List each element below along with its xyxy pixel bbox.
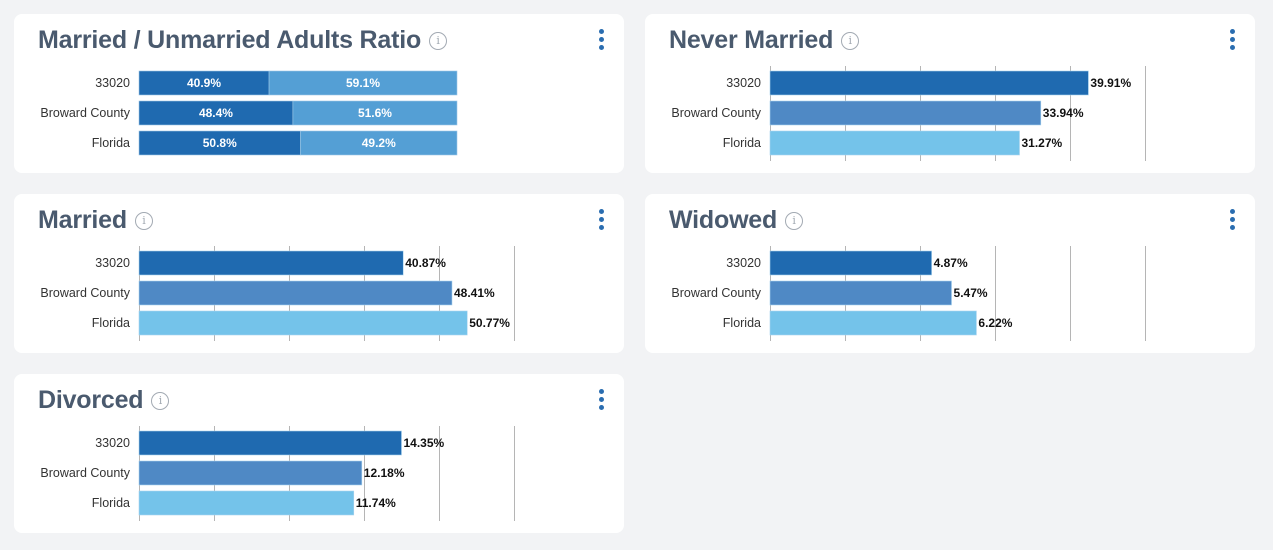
kebab-menu-icon[interactable] [1227,209,1237,233]
data-label: 48.41% [454,286,495,300]
card-title-text: Never Married [669,26,834,54]
data-label: 51.6% [358,106,392,120]
category-label: Florida [723,136,761,150]
card-title: Never Married i [669,26,860,55]
data-label: 12.18% [364,466,405,480]
bar-florida [769,130,1020,156]
info-icon[interactable]: i [151,391,170,410]
category-label: 33020 [95,436,130,450]
data-label: 49.2% [362,136,396,150]
data-label: 33.94% [1043,106,1084,120]
category-label: Florida [723,316,761,330]
card-title-text: Divorced [38,386,144,414]
bar-florida [138,310,468,336]
data-label: 59.1% [346,76,380,90]
data-label: 31.27% [1021,136,1062,150]
kebab-menu-icon[interactable] [596,389,606,413]
bar-33020 [769,70,1089,96]
chart-svg: 33020 Broward County Florida 14.35% 12.18% 11… [40,426,515,521]
bar-broward-county [138,460,363,486]
kebab-menu-icon[interactable] [1227,29,1237,53]
category-label: Broward County [40,466,130,480]
bar-33020 [138,430,402,456]
category-label: Florida [92,316,130,330]
data-label: 39.91% [1090,76,1131,90]
category-label: Florida [92,136,130,150]
data-label: 4.87% [934,256,968,270]
card-married: Married i 33020 Broward County Florida 40.8… [14,194,624,353]
info-icon[interactable]: i [785,211,804,230]
data-label: 6.22% [978,316,1012,330]
category-label: Florida [92,496,130,510]
kebab-menu-icon[interactable] [596,29,606,53]
bar-florida [138,490,355,516]
card-title-text: Married / Unmarried Adults Ratio [38,26,422,54]
card-widowed: Widowed i 33020 Broward County Florida 4.87… [645,194,1255,353]
category-label: 33020 [95,76,130,90]
card-title: Widowed i [669,206,804,235]
category-label: Broward County [671,286,761,300]
card-divorced: Divorced i 33020 Broward County Florida 14.… [14,374,624,533]
chart-widowed: 33020 Broward County Florida 4.87% 5.47% 6.22… [645,246,1255,346]
data-label: 40.87% [405,256,446,270]
info-icon[interactable]: i [134,211,153,230]
card-title: Married / Unmarried Adults Ratio i [38,26,448,55]
chart-svg: 33020 Broward County Florida 39.91% 33.94% 31… [671,66,1146,161]
data-label: 50.77% [469,316,510,330]
chart-divorced: 33020 Broward County Florida 14.35% 12.18% 11… [14,426,624,526]
chart-svg: 33020 Broward County Florida 40.87% 48.41% 50… [40,246,515,341]
category-label: 33020 [726,256,761,270]
chart-married-unmarried-ratio: 33020 Broward County Florida 40.9% 59.1% 48.4… [14,66,624,166]
bar-segment-married [138,70,270,96]
card-title: Married i [38,206,153,235]
data-label: 5.47% [954,286,988,300]
category-label: 33020 [95,256,130,270]
category-label: 33020 [726,76,761,90]
chart-married: 33020 Broward County Florida 40.87% 48.41% 50… [14,246,624,346]
chart-never-married: 33020 Broward County Florida 39.91% 33.94% 31… [645,66,1255,166]
info-icon[interactable]: i [429,31,448,50]
data-label: 50.8% [203,136,237,150]
card-title: Divorced i [38,386,170,415]
data-label: 40.9% [187,76,221,90]
data-label: 14.35% [404,436,445,450]
data-label: 11.74% [356,496,396,510]
kebab-menu-icon[interactable] [596,209,606,233]
bar-florida [769,310,977,336]
bar-segment-unmarried [300,130,458,156]
card-title-text: Widowed [669,206,778,234]
bar-segment-unmarried [268,70,458,96]
bar-broward-county [769,280,952,306]
data-label: 48.4% [199,106,233,120]
bar-segment-married [138,100,294,126]
bar-33020 [138,250,404,276]
category-label: Broward County [40,286,130,300]
card-never-married: Never Married i 33020 Broward County Flori… [645,14,1255,173]
category-label: Broward County [40,106,130,120]
bar-segment-married [138,130,301,156]
bar-segment-unmarried [292,100,458,126]
chart-svg: 33020 Broward County Florida 40.9% 59.1% 48.4… [40,70,458,156]
bar-33020 [769,250,932,276]
bar-broward-county [769,100,1042,126]
chart-svg: 33020 Broward County Florida 4.87% 5.47% 6.22… [671,246,1146,341]
card-married-unmarried-ratio: Married / Unmarried Adults Ratio i 33020… [14,14,624,173]
info-icon[interactable]: i [841,31,860,50]
bar-broward-county [138,280,453,306]
card-title-text: Married [38,206,127,234]
category-label: Broward County [671,106,761,120]
